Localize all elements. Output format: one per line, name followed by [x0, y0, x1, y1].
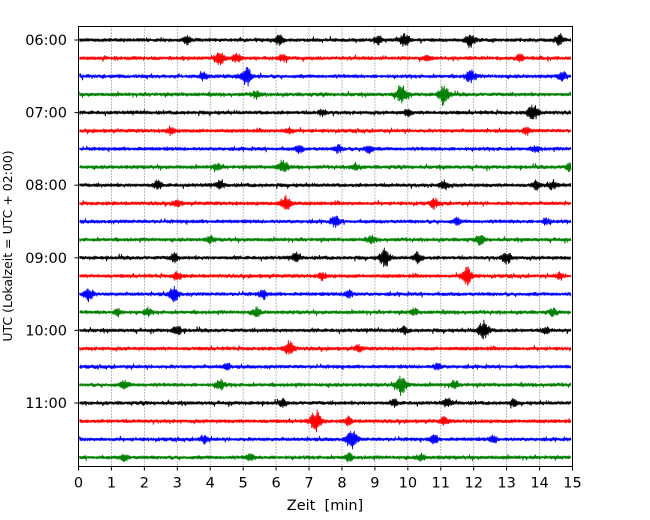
trace-1030 [79, 362, 572, 371]
y-tick-label: 09:00 [25, 251, 67, 267]
trace-0645 [79, 85, 572, 107]
trace-1100 [79, 397, 572, 409]
x-tick-label: 0 [74, 476, 83, 492]
trace-0945 [79, 306, 572, 318]
x-tick-label: 8 [337, 476, 346, 492]
y-tick-label: 06:00 [25, 33, 67, 49]
trace-1145 [79, 452, 572, 463]
x-tick-label: 14 [530, 476, 548, 492]
x-tick-label: 7 [304, 476, 313, 492]
y-tick-label: 08:00 [25, 178, 67, 194]
trace-1045 [79, 375, 572, 396]
trace-0730 [79, 143, 572, 155]
trace-1015 [79, 339, 572, 355]
trace-0745 [79, 159, 572, 173]
trace-1130 [79, 430, 572, 450]
trace-1000 [79, 319, 572, 340]
x-tick-label: 2 [140, 476, 149, 492]
trace-0900 [79, 247, 572, 268]
traces-layer [79, 32, 572, 463]
y-axis: 06:00 07:00 08:00 09:00 10:00 11:00 [25, 33, 79, 412]
grid-layer [111, 26, 540, 467]
trace-1115 [79, 409, 572, 433]
x-tick-label: 6 [271, 476, 280, 492]
y-tick-label: 11:00 [25, 396, 67, 412]
trace-0800 [79, 178, 572, 191]
trace-0615 [79, 52, 572, 66]
x-tick-label: 12 [464, 476, 482, 492]
y-tick-label: 10:00 [25, 323, 67, 339]
x-axis-label: Zeit [min] [287, 498, 363, 514]
trace-0915 [79, 266, 572, 287]
trace-0815 [79, 194, 572, 211]
plot-frame [78, 26, 573, 467]
y-axis-label: UTC (Lokalzeit = UTC + 02:00) [0, 150, 15, 341]
x-tick-label: 10 [399, 476, 417, 492]
x-tick-label: 9 [370, 476, 379, 492]
x-tick-label: 1 [107, 476, 116, 492]
trace-0700 [79, 104, 572, 120]
x-tick-label: 5 [239, 476, 248, 492]
trace-0830 [79, 215, 572, 228]
trace-0845 [79, 234, 572, 246]
trace-0600 [79, 32, 572, 49]
x-axis: 0 1 2 3 4 5 6 7 8 9 10 11 12 13 14 15 [74, 466, 582, 492]
x-tick-label: 4 [206, 476, 215, 492]
y-tick-label: 07:00 [25, 106, 67, 122]
trace-0930 [79, 285, 572, 303]
x-tick-label: 13 [497, 476, 515, 492]
trace-0715 [79, 125, 572, 137]
trace-0630 [79, 67, 572, 87]
x-tick-label: 11 [432, 476, 450, 492]
x-tick-label: 3 [173, 476, 182, 492]
x-tick-label: 15 [563, 476, 581, 492]
